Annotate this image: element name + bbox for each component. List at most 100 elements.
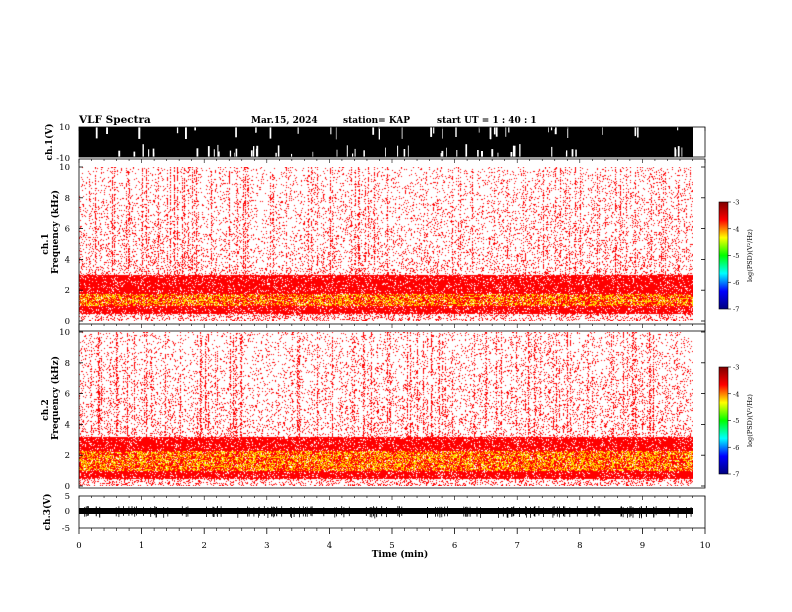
- ch1-waveform-gaps: [95, 127, 683, 157]
- ch3-waveform-jitter-mark: [563, 506, 564, 517]
- ch3-waveform-jitter-mark: [399, 506, 400, 518]
- ch3-waveform-jitter-mark: [341, 506, 343, 516]
- ch1-waveform-gap: [490, 127, 492, 140]
- ch3-waveform-jitter-mark: [480, 507, 481, 518]
- ch3-waveform-jitter-mark: [167, 507, 169, 517]
- ch3-waveform-jitter-mark: [632, 507, 634, 518]
- ch1-spectrogram-ytick-label: 10: [59, 163, 70, 173]
- ch3-waveform-jitter-mark: [533, 506, 535, 516]
- ch1-waveform-gap: [253, 146, 255, 157]
- ch1-waveform-gap: [551, 146, 553, 157]
- ch1-waveform-gap: [235, 148, 238, 157]
- ch1-waveform-gap: [118, 150, 121, 157]
- ch1-waveform-gap: [441, 150, 444, 157]
- ch1-waveform-gap: [456, 150, 458, 157]
- time-axis-tick-label: 4: [327, 541, 332, 551]
- ch3-waveform-jitter-mark: [365, 506, 367, 516]
- ch1-waveform-gap: [566, 150, 568, 157]
- ch1-waveform-gap: [378, 127, 380, 140]
- ch3-waveform-jitter-mark: [441, 506, 443, 518]
- ch1-waveform-gap: [637, 127, 639, 138]
- ch1-spectrogram-ytick-label: 6: [65, 225, 70, 235]
- ch3-waveform-jitter-mark: [156, 506, 157, 518]
- ch3-waveform-jitter-mark: [302, 506, 304, 517]
- ch1-waveform-gap: [194, 127, 196, 131]
- ch1-waveform-gap: [138, 127, 141, 139]
- ch1-waveform-gap: [269, 127, 272, 139]
- ch1-waveform-gap: [352, 153, 354, 157]
- ch3-ytick-top: 5: [65, 492, 70, 502]
- ch3-waveform-jitter-mark: [271, 506, 272, 517]
- ch1-waveform-gap: [446, 147, 447, 157]
- ch1-spectrogram-ytick-label: 4: [65, 255, 70, 265]
- ch3-waveform-jitter-mark: [281, 506, 283, 517]
- ch1-colorbar-tick-label: -4: [733, 225, 739, 233]
- ch3-waveform-jitter-mark: [115, 507, 117, 517]
- ch3-waveform-jitter-mark: [594, 506, 596, 517]
- ch2-spectrogram-panel: 0 2 4 6 8 10 ch.2 Frequency (kHz): [41, 323, 706, 492]
- ch3-waveform-jitter-mark: [653, 506, 654, 517]
- station-label: station= KAP: [343, 116, 410, 126]
- time-axis-tick-label: 1: [139, 541, 144, 551]
- ch3-waveform-jitter-mark: [343, 507, 345, 518]
- ch3-waveform-jitter-mark: [463, 506, 465, 517]
- ch3-waveform-jitter-mark: [386, 507, 387, 518]
- ch1-waveform-gap: [277, 145, 280, 157]
- ch3-waveform-jitter-mark: [640, 506, 642, 516]
- ch3-waveform-ylabel: ch.3(V): [42, 494, 53, 531]
- ch3-waveform-jitter-mark: [465, 506, 466, 517]
- time-axis-tick-label: 5: [389, 541, 394, 551]
- ch1-spectrogram-yticks: 0 2 4 6 8 10: [59, 163, 705, 327]
- ch1-waveform-fill: [79, 127, 693, 157]
- ch3-waveform-jitter-mark: [248, 507, 250, 517]
- ch1-waveform-gap: [674, 147, 676, 157]
- ch3-waveform-jitter-mark: [622, 507, 624, 518]
- ch1-waveform-gap: [312, 151, 314, 157]
- ch3-waveform-jitter-mark: [274, 507, 275, 517]
- ch3-waveform-jitter-mark: [498, 507, 499, 518]
- ch1-spectrogram-ylabel: Frequency (kHz): [50, 190, 61, 274]
- ch3-waveform-jitter-mark: [136, 506, 137, 516]
- ch1-waveform-gap: [234, 152, 235, 157]
- ch3-waveform-jitter-mark: [511, 507, 513, 517]
- ch3-waveform-jitter-mark: [306, 506, 308, 517]
- ch1-spectrogram-ytick-label: 0: [65, 317, 70, 327]
- ch3-waveform-jitter-mark: [534, 506, 536, 517]
- ch1-waveform-gap: [176, 127, 179, 134]
- ch3-waveform-jitter-mark: [435, 506, 436, 517]
- ch1-ytick-bottom: -10: [56, 154, 70, 164]
- ch2-spectrogram-yticks: 0 2 4 6 8 10: [59, 328, 705, 492]
- ch1-colorbar-label: log(PSD)(V²/Hz): [746, 229, 754, 282]
- ch1-colorbar-tick-label: -3: [733, 199, 739, 207]
- ch3-waveform-jitter-mark: [374, 507, 376, 519]
- ch1-waveform-gap: [491, 149, 494, 157]
- ch3-waveform-jitter-mark: [439, 506, 441, 518]
- ch1-waveform-gap: [148, 149, 150, 157]
- date-label: Mar.15, 2024: [251, 116, 318, 126]
- ch1-waveform-gap: [142, 144, 144, 157]
- ch1-waveform-gap: [403, 149, 406, 157]
- ch3-waveform-jitter-mark: [690, 507, 692, 517]
- start-time-label: start UT = 1 : 40 : 1: [437, 116, 537, 126]
- ch3-waveform-jitter-mark: [506, 507, 508, 518]
- ch3-waveform-jitter-mark: [686, 507, 687, 518]
- ch1-waveform-gap: [478, 127, 480, 133]
- ch3-waveform-jitter-mark: [369, 507, 371, 518]
- ch3-waveform-jitter-mark: [467, 507, 469, 517]
- ch3-waveform-jitter-mark: [669, 506, 671, 517]
- ch1-colorbar-gradient: [718, 201, 729, 310]
- ch3-waveform-trace: [79, 508, 693, 514]
- ch1-spectrogram-image: [79, 167, 693, 321]
- ch1-waveform-gap: [513, 145, 516, 157]
- ch2-spectrogram-ytick-label: 10: [59, 328, 70, 338]
- ch3-waveform-jitter-mark: [620, 506, 622, 517]
- figure-title: VLF Spectra: [78, 114, 151, 126]
- ch2-colorbar-tick-label: -3: [733, 364, 739, 372]
- ch3-waveform-jitter-mark: [181, 506, 183, 516]
- ch3-waveform-jitter-mark: [154, 506, 156, 516]
- ch1-waveform-gap: [255, 127, 257, 133]
- ch1-waveform-gap: [433, 127, 435, 134]
- ch3-waveform-jitter-mark: [444, 506, 446, 517]
